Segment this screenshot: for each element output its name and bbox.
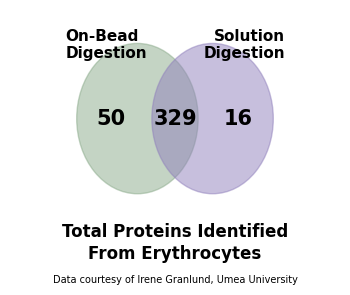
- Text: Total Proteins Identified
From Erythrocytes: Total Proteins Identified From Erythrocy…: [62, 223, 288, 263]
- Text: On-Bead
Digestion: On-Bead Digestion: [65, 29, 147, 61]
- Text: Solution
Digestion: Solution Digestion: [203, 29, 285, 61]
- Text: 50: 50: [97, 109, 126, 129]
- Text: 16: 16: [224, 109, 253, 129]
- Ellipse shape: [77, 43, 198, 194]
- Text: Data courtesy of Irene Granlund, Umea University: Data courtesy of Irene Granlund, Umea Un…: [52, 276, 298, 286]
- Text: 329: 329: [153, 109, 197, 129]
- Ellipse shape: [152, 43, 273, 194]
